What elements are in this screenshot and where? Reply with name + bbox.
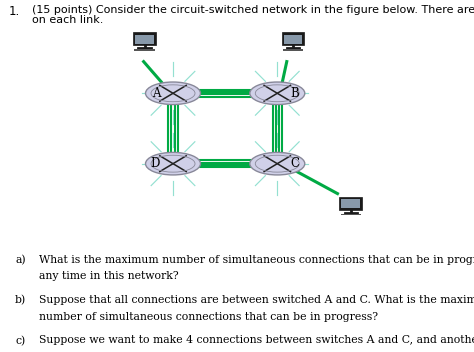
Bar — [283, 49, 303, 51]
Text: a): a) — [15, 255, 26, 265]
Text: Suppose we want to make 4 connections between switches A and C, and another 4: Suppose we want to make 4 connections be… — [39, 335, 474, 345]
Text: on each link.: on each link. — [32, 15, 104, 25]
Ellipse shape — [146, 152, 201, 175]
Text: D: D — [151, 157, 160, 170]
Text: What is the maximum number of simultaneous connections that can be in progress a: What is the maximum number of simultaneo… — [39, 255, 474, 265]
Bar — [341, 199, 360, 208]
Text: 1.: 1. — [9, 5, 20, 18]
Text: any time in this network?: any time in this network? — [39, 271, 179, 281]
Bar — [340, 214, 361, 215]
Bar — [134, 49, 155, 51]
Text: b): b) — [15, 295, 27, 306]
Text: C: C — [290, 157, 299, 170]
Text: A: A — [152, 87, 160, 100]
Ellipse shape — [250, 82, 305, 105]
Bar — [133, 32, 156, 45]
Bar — [283, 34, 302, 44]
Bar — [282, 32, 304, 45]
Text: c): c) — [15, 335, 26, 346]
Bar — [135, 34, 154, 44]
Text: Suppose that all connections are between switched A and C. What is the maximum: Suppose that all connections are between… — [39, 295, 474, 305]
Bar — [339, 197, 362, 209]
Text: (15 points) Consider the circuit-switched network in the figure below. There are: (15 points) Consider the circuit-switche… — [32, 5, 474, 15]
Ellipse shape — [146, 82, 201, 105]
Ellipse shape — [250, 152, 305, 175]
Text: number of simultaneous connections that can be in progress?: number of simultaneous connections that … — [39, 312, 378, 321]
Text: B: B — [290, 87, 299, 100]
